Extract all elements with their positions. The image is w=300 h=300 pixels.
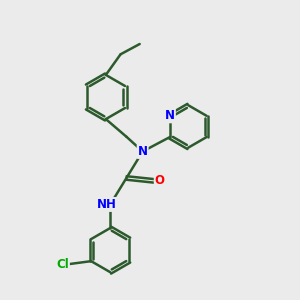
Text: N: N — [138, 145, 148, 158]
Text: Cl: Cl — [56, 258, 69, 271]
Text: N: N — [165, 109, 175, 122]
Text: O: O — [155, 174, 165, 188]
Text: NH: NH — [98, 198, 117, 211]
